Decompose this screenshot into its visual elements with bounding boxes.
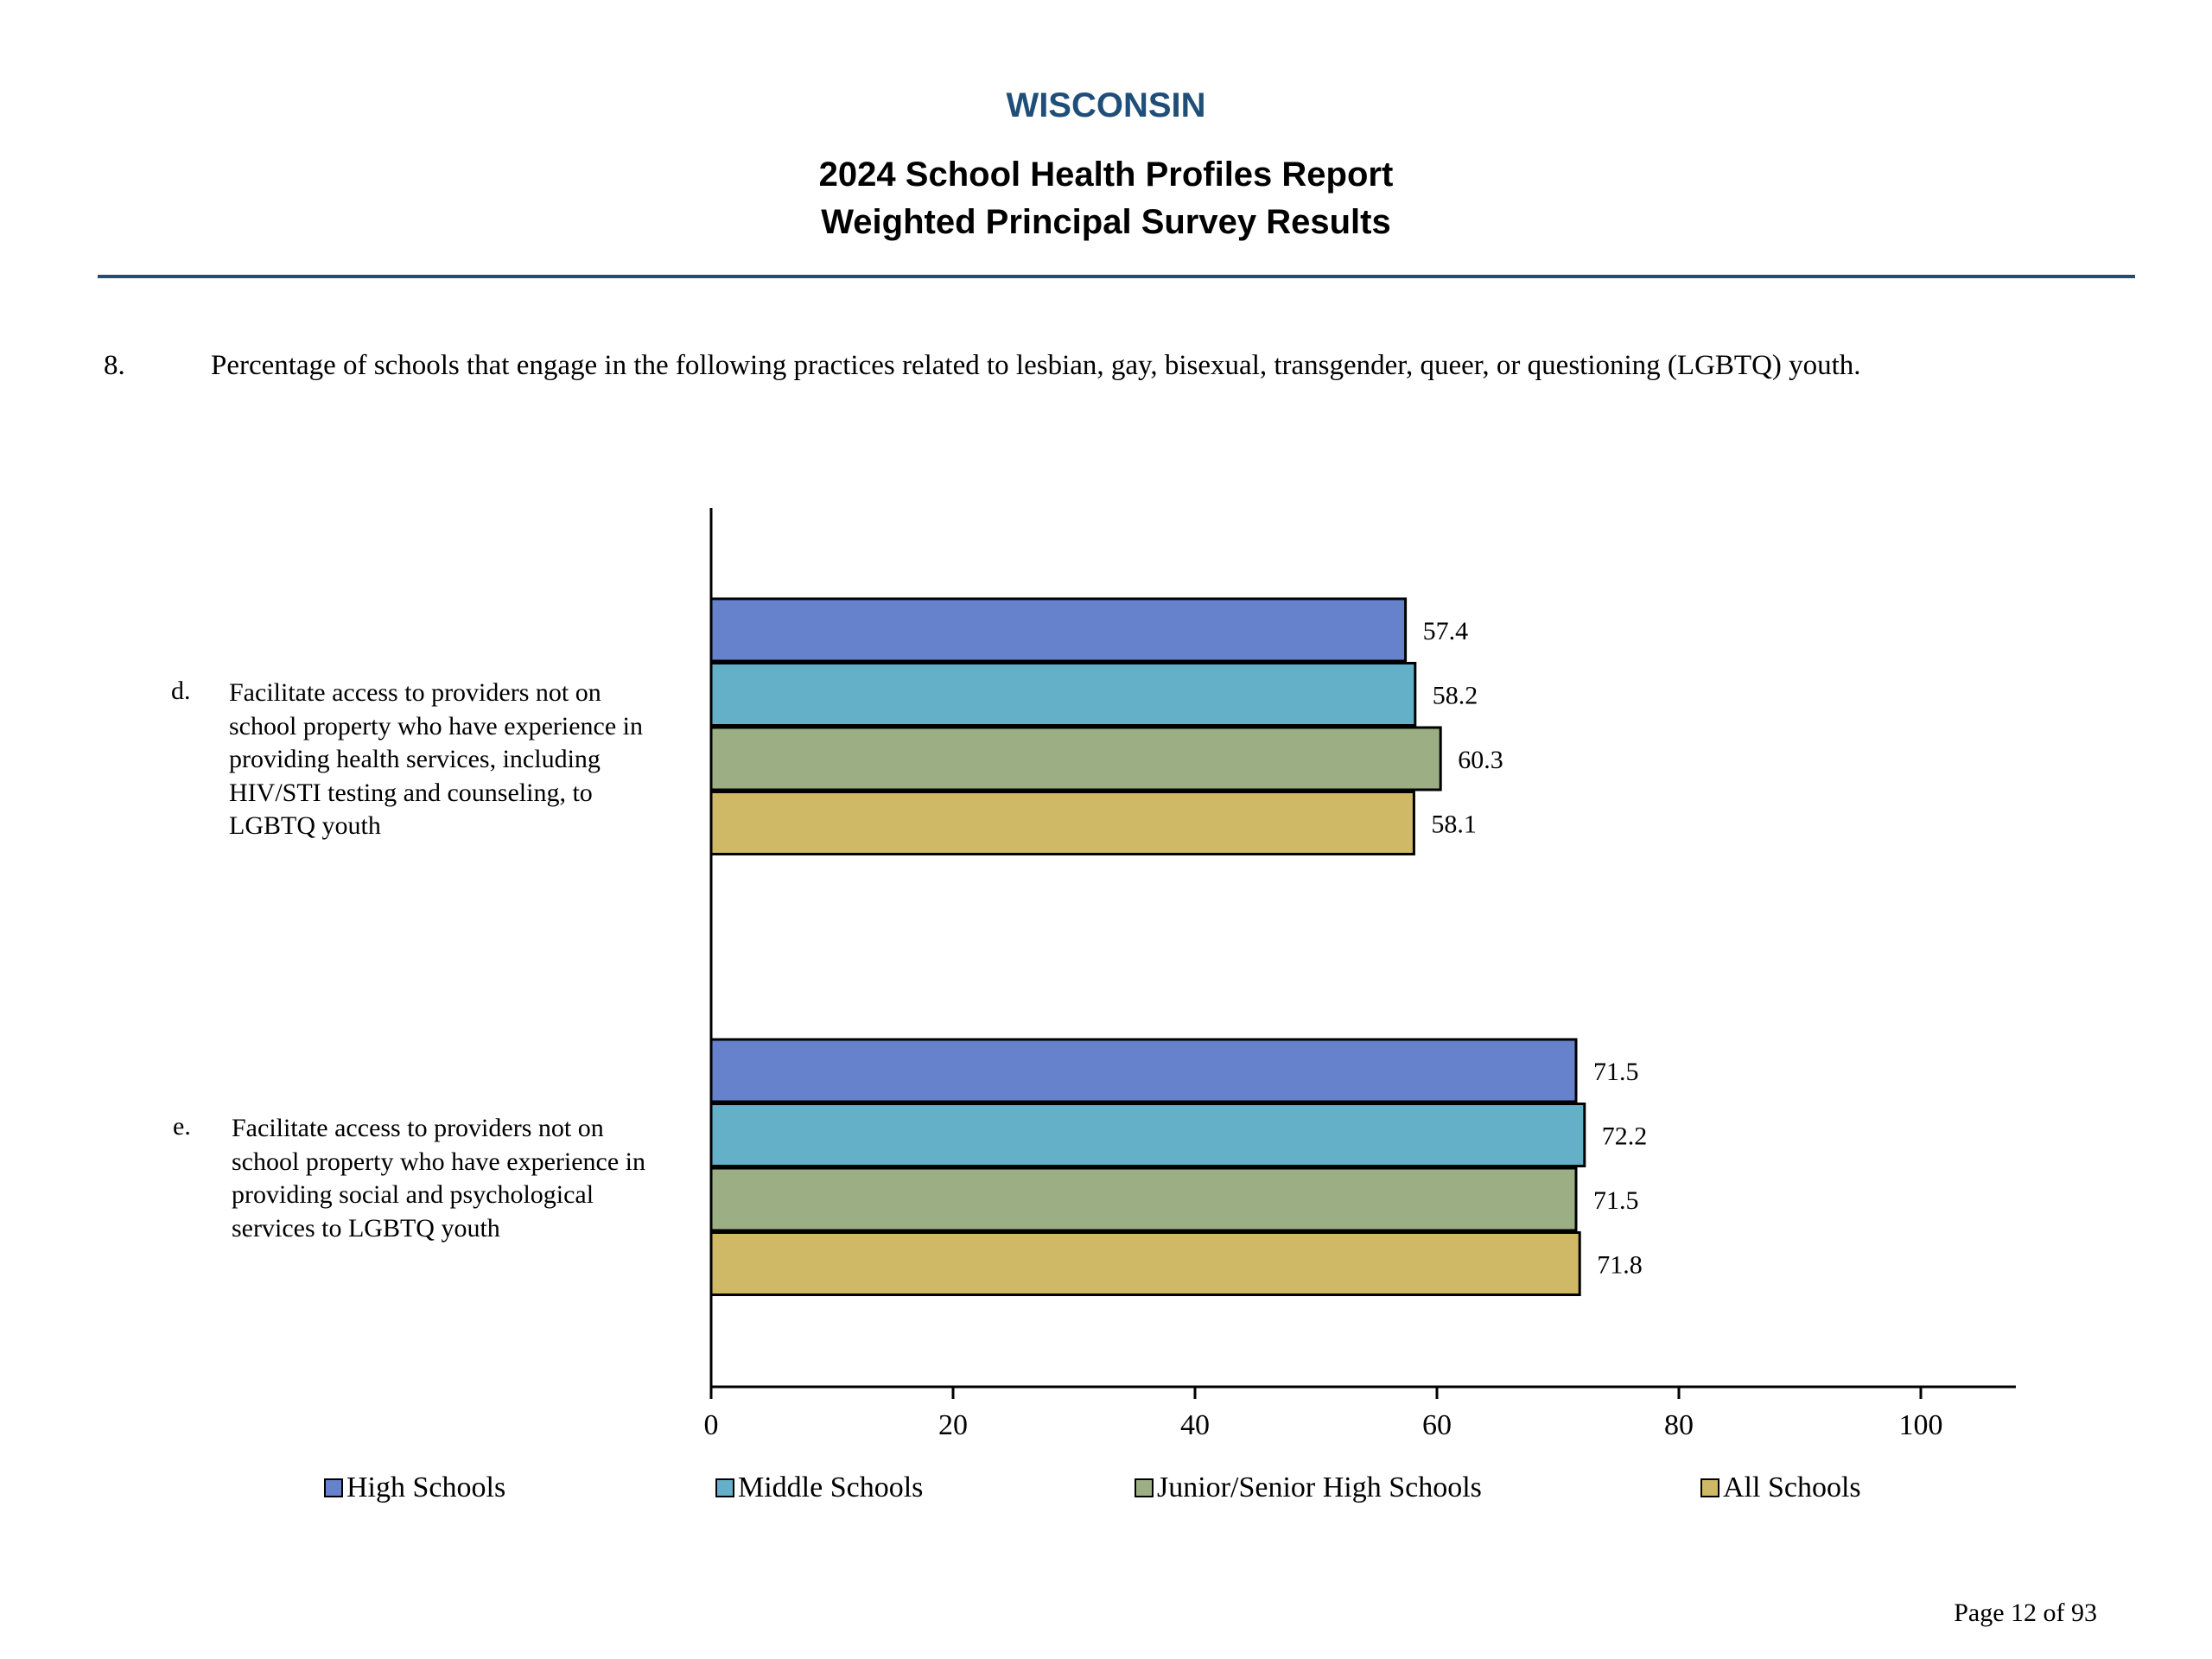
bar (709, 597, 1408, 663)
legend-item-all-schools: All Schools (1700, 1471, 1861, 1505)
data-label: 71.8 (1597, 1251, 1643, 1280)
bar (709, 726, 1442, 791)
bar (709, 662, 1417, 727)
item-d-line: school property who have experience in (229, 711, 643, 741)
x-tick-label: 60 (1422, 1409, 1452, 1441)
item-d-label: Facilitate access to providers not on sc… (229, 677, 696, 843)
item-e-line: school property who have experience in (232, 1147, 645, 1176)
legend-label: Junior/Senior High Schools (1157, 1471, 1482, 1503)
data-label: 71.5 (1593, 1186, 1639, 1215)
item-d-letter: d. (171, 677, 191, 705)
item-e-line: providing social and psychological (232, 1180, 594, 1209)
legend-swatch (324, 1478, 343, 1497)
header-divider (98, 275, 2135, 278)
item-d-line: LGBTQ youth (229, 811, 381, 840)
data-label: 72.2 (1602, 1122, 1648, 1151)
x-tick-label: 0 (704, 1409, 719, 1441)
legend-swatch (715, 1478, 734, 1497)
x-tick-label: 40 (1180, 1409, 1210, 1441)
page-number: Page 12 of 93 (1954, 1599, 2097, 1627)
bar (709, 791, 1415, 855)
legend-item-high-schools: High Schools (324, 1471, 505, 1505)
question-number: 8. (104, 350, 125, 381)
data-label: 71.5 (1593, 1058, 1639, 1086)
report-title: 2024 School Health Profiles Report Weigh… (0, 151, 2212, 246)
x-tick-label: 20 (938, 1409, 968, 1441)
legend-item-junior-senior-high-schools: Junior/Senior High Schools (1135, 1471, 1482, 1505)
bar (709, 1231, 1581, 1296)
data-label: 60.3 (1458, 746, 1503, 774)
item-d-line: Facilitate access to providers not on (229, 678, 601, 707)
item-e-letter: e. (173, 1112, 191, 1141)
item-e-line: Facilitate access to providers not on (232, 1114, 604, 1142)
data-label: 58.1 (1431, 810, 1477, 839)
legend-label: All Schools (1723, 1471, 1861, 1503)
item-e-line: services to LGBTQ youth (232, 1213, 500, 1243)
report-title-line2: Weighted Principal Survey Results (821, 203, 1391, 241)
report-title-line1: 2024 School Health Profiles Report (818, 156, 1394, 194)
data-label: 58.2 (1433, 682, 1478, 710)
item-d-line: providing health services, including (229, 745, 601, 773)
legend-item-middle-schools: Middle Schools (715, 1471, 923, 1505)
bar (709, 1166, 1578, 1232)
state-name: WISCONSIN (1006, 86, 1206, 124)
bar (709, 1103, 1586, 1167)
question-text: Percentage of schools that engage in the… (211, 350, 1861, 381)
x-tick-label: 100 (1899, 1409, 1943, 1441)
legend-swatch (1135, 1478, 1154, 1497)
bar (709, 1038, 1578, 1103)
item-d-line: HIV/STI testing and counseling, to (229, 778, 593, 807)
x-tick-label: 80 (1664, 1409, 1694, 1441)
legend-swatch (1700, 1478, 1719, 1497)
item-e-label: Facilitate access to providers not on sc… (232, 1112, 698, 1245)
data-label: 57.4 (1423, 617, 1469, 645)
legend-label: High Schools (346, 1471, 506, 1503)
legend-label: Middle Schools (738, 1471, 924, 1503)
